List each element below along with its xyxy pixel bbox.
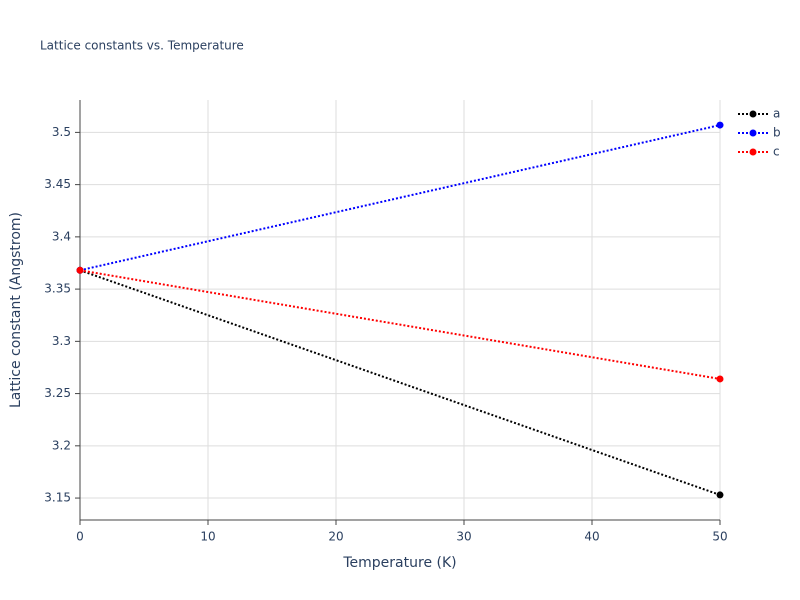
- y-tick-label: 3.4: [52, 229, 71, 243]
- series-line: [79, 269, 721, 380]
- point: [716, 491, 724, 499]
- point: [716, 375, 724, 383]
- legend-label: b: [773, 126, 781, 140]
- x-tick-label: 50: [712, 530, 727, 544]
- legend-marker: [749, 148, 757, 156]
- legend-marker: [749, 110, 757, 118]
- series-line: [79, 124, 721, 272]
- x-tick-label: 10: [200, 530, 215, 544]
- x-tick-label: 20: [328, 530, 343, 544]
- y-tick-label: 3.25: [44, 386, 71, 400]
- legend-label: c: [773, 145, 780, 159]
- point: [716, 121, 724, 129]
- legend-label: a: [773, 107, 780, 121]
- x-axis-title: Temperature (K): [342, 555, 456, 571]
- x-tick-label: 30: [456, 530, 471, 544]
- y-tick-label: 3.15: [44, 491, 71, 505]
- chart-title: Lattice constants vs. Temperature: [40, 39, 244, 53]
- x-tick-label: 40: [584, 530, 599, 544]
- y-tick-label: 3.2: [52, 438, 71, 452]
- y-tick-label: 3.35: [44, 282, 71, 296]
- y-tick-label: 3.45: [44, 177, 71, 191]
- point: [76, 266, 84, 274]
- y-tick-label: 3.3: [52, 334, 71, 348]
- y-axis-title: Lattice constant (Angstrom): [8, 212, 24, 408]
- legend-marker: [749, 129, 757, 137]
- series-line: [79, 269, 721, 496]
- x-tick-label: 0: [76, 530, 84, 544]
- y-tick-label: 3.5: [52, 125, 71, 139]
